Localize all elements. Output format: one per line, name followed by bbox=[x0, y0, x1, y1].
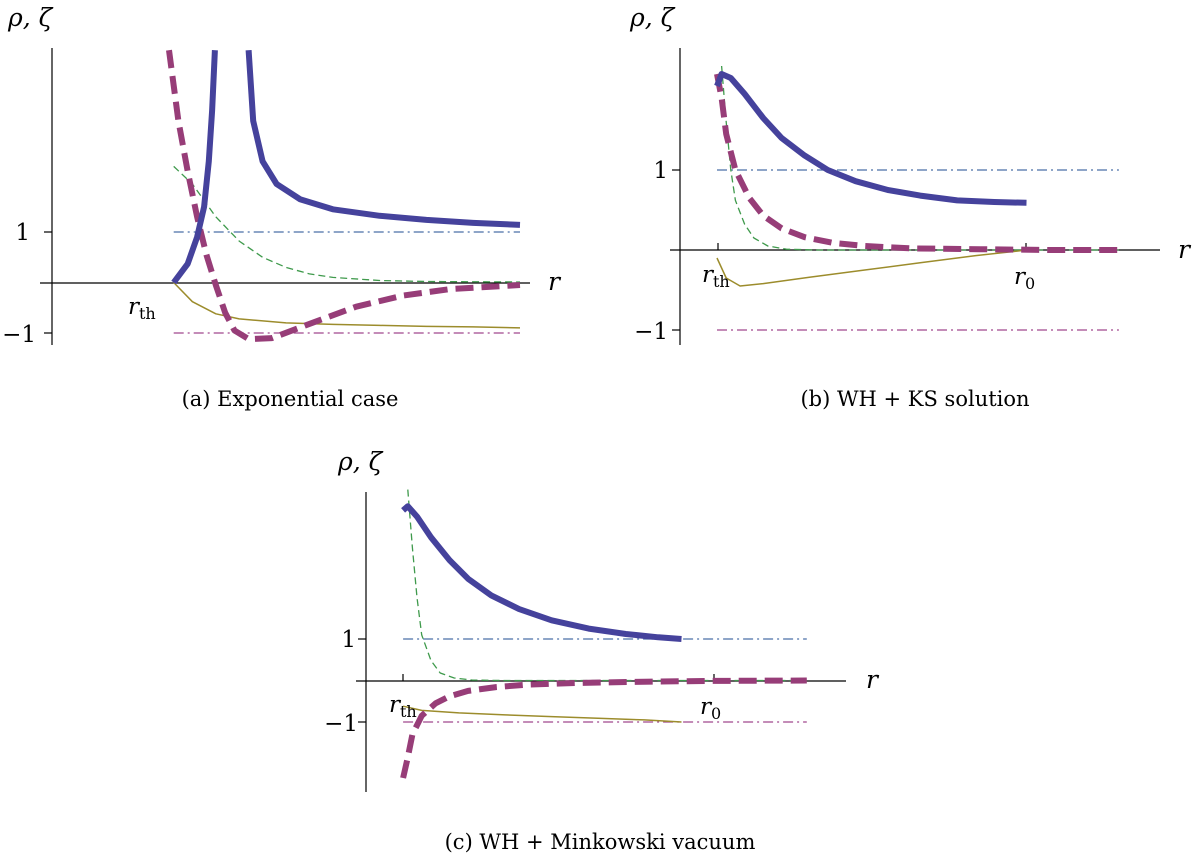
x-tick-label-rth: rth bbox=[128, 294, 156, 323]
caption-a: (a) Exponential case bbox=[182, 387, 399, 411]
x-axis-label: r bbox=[1178, 235, 1192, 264]
y-tick-label-1: 1 bbox=[653, 158, 668, 184]
panel-a: ρ, ζ r 1 −1 rth (a) Exponential case bbox=[2, 3, 562, 411]
series-thick-solid-blue-1 bbox=[245, 50, 521, 228]
series-thick-dashed-magenta-0 bbox=[166, 49, 521, 343]
series-thin-dashed-green-0 bbox=[720, 65, 1119, 251]
caption-b: (b) WH + KS solution bbox=[800, 387, 1029, 411]
series-layer bbox=[714, 65, 1119, 331]
y-tick-label-1: 1 bbox=[15, 220, 30, 246]
y-tick-label-minus1: −1 bbox=[2, 322, 36, 348]
series-thin-dashed-green-0 bbox=[407, 489, 807, 682]
y-axis-label: ρ, ζ bbox=[629, 3, 676, 32]
x-tick-label-rth: rth bbox=[389, 692, 417, 721]
y-tick-label-1: 1 bbox=[341, 627, 356, 653]
panel-b: ρ, ζ r 1 −1 rth r0 (b) WH + KS solution bbox=[629, 3, 1192, 411]
x-axis-label: r bbox=[866, 665, 880, 694]
x-tick-label-rth: rth bbox=[702, 262, 730, 291]
series-thick-solid-blue-0 bbox=[171, 50, 218, 285]
x-axis-label: r bbox=[548, 267, 562, 296]
series-thick-solid-blue-0 bbox=[714, 71, 1027, 206]
series-thin-dashed-green-0 bbox=[173, 165, 521, 283]
x-tick-label-r0: r0 bbox=[700, 694, 721, 723]
series-thick-solid-blue-0 bbox=[401, 503, 682, 642]
y-tick-label-minus1: −1 bbox=[324, 711, 358, 737]
series-thick-dashed-magenta-0 bbox=[714, 73, 1119, 253]
series-layer bbox=[400, 489, 807, 779]
series-thin-solid-olive-0 bbox=[716, 249, 1027, 287]
x-tick-label-r0: r0 bbox=[1014, 264, 1035, 293]
y-axis-label: ρ, ζ bbox=[337, 447, 384, 476]
series-thin-solid-olive-0 bbox=[402, 705, 682, 723]
series-layer bbox=[166, 49, 521, 343]
y-tick-label-minus1: −1 bbox=[634, 319, 668, 345]
series-thick-dashed-magenta-0 bbox=[400, 677, 807, 779]
y-axis-label: ρ, ζ bbox=[7, 3, 54, 32]
caption-c: (c) WH + Minkowski vacuum bbox=[445, 830, 756, 854]
panel-c: ρ, ζ r 1 −1 rth r0 (c) WH + Minkowski va… bbox=[324, 447, 880, 854]
